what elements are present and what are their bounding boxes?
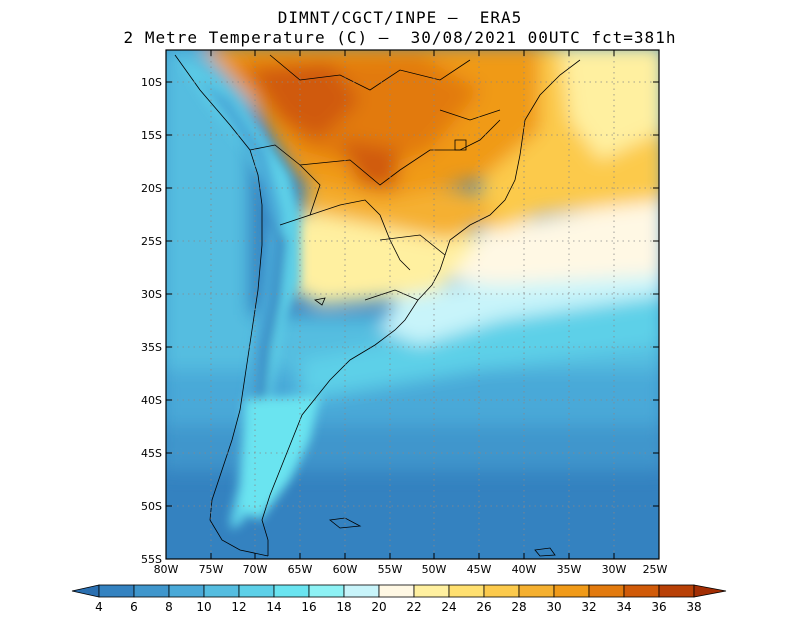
colorbar-swatch: [623, 584, 660, 598]
colorbar-label: 30: [546, 600, 561, 614]
lon-label: 40W: [512, 563, 537, 576]
colorbar-label: 6: [130, 600, 138, 614]
lon-label: 55W: [378, 563, 403, 576]
colorbar-swatch: [378, 584, 415, 598]
colorbar-arrow-low: [71, 584, 100, 598]
lon-label: 50W: [422, 563, 447, 576]
lon-label: 60W: [333, 563, 358, 576]
lat-label: 40S: [141, 394, 162, 407]
colorbar-swatch: [133, 584, 170, 598]
lat-label: 20S: [141, 182, 162, 195]
colorbar-swatch: [448, 584, 485, 598]
colorbar-label: 22: [406, 600, 421, 614]
colorbar-swatch: [658, 584, 695, 598]
lon-label: 25W: [643, 563, 668, 576]
colorbar-swatch: [168, 584, 205, 598]
title-line-2: 2 Metre Temperature (C) – 30/08/2021 00U…: [123, 28, 677, 47]
temperature-field: [166, 50, 659, 559]
colorbar-swatch: [308, 584, 345, 598]
lat-label: 55S: [141, 553, 162, 566]
lat-label: 15S: [141, 129, 162, 142]
lon-label: 80W: [154, 563, 179, 576]
lat-label: 45S: [141, 447, 162, 460]
colorbar-swatch: [413, 584, 450, 598]
colorbar-label: 10: [196, 600, 211, 614]
coastline-borders: [174, 54, 581, 557]
colorbar-label: 18: [336, 600, 351, 614]
lat-axis: 10S 15S 20S 25S 30S 35S 40S 45S 50S 55S: [141, 76, 659, 566]
colorbar-label: 34: [616, 600, 631, 614]
lat-label: 35S: [141, 341, 162, 354]
colorbar-swatch: [483, 584, 520, 598]
colorbar-label: 12: [231, 600, 246, 614]
colorbar-label: 28: [511, 600, 526, 614]
colorbar-label: 4: [95, 600, 103, 614]
colorbar-swatch: [273, 584, 310, 598]
lat-label: 30S: [141, 288, 162, 301]
graticule: [166, 50, 659, 559]
lon-label: 35W: [557, 563, 582, 576]
lon-label: 65W: [288, 563, 313, 576]
lat-label: 25S: [141, 235, 162, 248]
colorbar-label: 20: [371, 600, 386, 614]
colorbar-swatch: [343, 584, 380, 598]
colorbar-swatch: [98, 584, 135, 598]
colorbar-label: 24: [441, 600, 456, 614]
lon-label: 70W: [243, 563, 268, 576]
colorbar-label: 32: [581, 600, 596, 614]
colorbar-label: 16: [301, 600, 316, 614]
lat-label: 10S: [141, 76, 162, 89]
colorbar-swatch: [518, 584, 555, 598]
colorbar-swatch: [203, 584, 240, 598]
lon-label: 75W: [199, 563, 224, 576]
lon-axis: 80W 75W 70W 65W 60W 55W 50W 45W 40W 35W …: [154, 50, 668, 576]
colorbar: 4 6 8 10 12 14 16 18 20 22 24 26 28 30 3…: [71, 584, 727, 614]
lon-label: 30W: [602, 563, 627, 576]
colorbar-label: 14: [266, 600, 281, 614]
colorbar-arrow-high: [693, 584, 727, 598]
lon-label: 45W: [467, 563, 492, 576]
title-line-1: DIMNT/CGCT/INPE – ERA5: [277, 8, 523, 27]
map-frame: [165, 49, 660, 560]
colorbar-label: 8: [165, 600, 173, 614]
lat-label: 50S: [141, 500, 162, 513]
colorbar-swatch: [553, 584, 590, 598]
colorbar-label: 36: [651, 600, 666, 614]
colorbar-swatch: [238, 584, 275, 598]
colorbar-label: 26: [476, 600, 491, 614]
colorbar-swatch: [588, 584, 625, 598]
colorbar-label: 38: [686, 600, 701, 614]
